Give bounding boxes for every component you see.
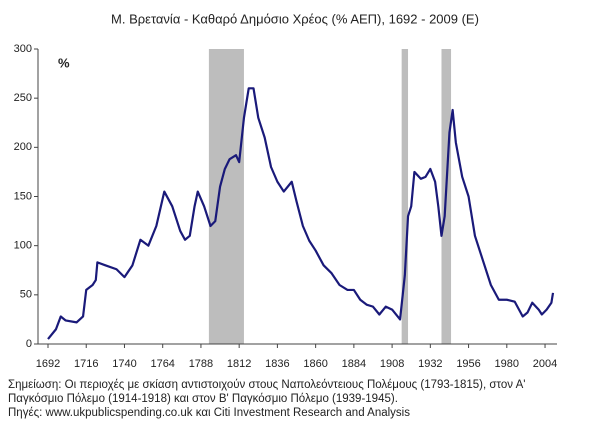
y-tick-label: 300 bbox=[14, 43, 32, 55]
x-tick-label: 2004 bbox=[533, 358, 557, 370]
y-tick-label: 100 bbox=[14, 240, 32, 252]
x-tick-label: 1908 bbox=[380, 358, 404, 370]
x-tick-label: 1740 bbox=[112, 358, 136, 370]
x-tick-label: 1932 bbox=[418, 358, 442, 370]
y-tick-label: 250 bbox=[14, 92, 32, 104]
chart-title: Μ. Βρετανία - Καθαρό Δημόσιο Χρέος (% ΑΕ… bbox=[111, 11, 479, 26]
x-tick-label: 1860 bbox=[303, 358, 327, 370]
x-tick-label: 1812 bbox=[227, 358, 251, 370]
note: Παγκόσμιο Πόλεμο (1914-1918) και στον Β'… bbox=[8, 393, 398, 405]
x-tick-label: 1764 bbox=[150, 358, 174, 370]
y-tick-label: 0 bbox=[26, 338, 32, 350]
x-tick-label: 1980 bbox=[495, 358, 519, 370]
y-tick-label: 50 bbox=[20, 289, 32, 301]
x-tick-label: 1692 bbox=[36, 358, 60, 370]
y-tick-label: 200 bbox=[14, 141, 32, 153]
note: Σημείωση: Οι περιοχές με σκίαση αντιστοι… bbox=[8, 379, 525, 391]
x-tick-label: 1884 bbox=[342, 358, 366, 370]
y-tick-label: 150 bbox=[14, 190, 32, 202]
note: Πηγές: www.ukpublicspending.co.uk και Ci… bbox=[8, 407, 410, 419]
x-tick-label: 1956 bbox=[456, 358, 480, 370]
x-tick-label: 1836 bbox=[265, 358, 289, 370]
y-axis-label: % bbox=[58, 55, 70, 70]
x-tick-label: 1716 bbox=[74, 358, 98, 370]
shaded-period bbox=[401, 49, 409, 344]
shaded-period bbox=[208, 49, 244, 344]
data-line bbox=[47, 87, 555, 340]
x-tick-label: 1788 bbox=[189, 358, 213, 370]
